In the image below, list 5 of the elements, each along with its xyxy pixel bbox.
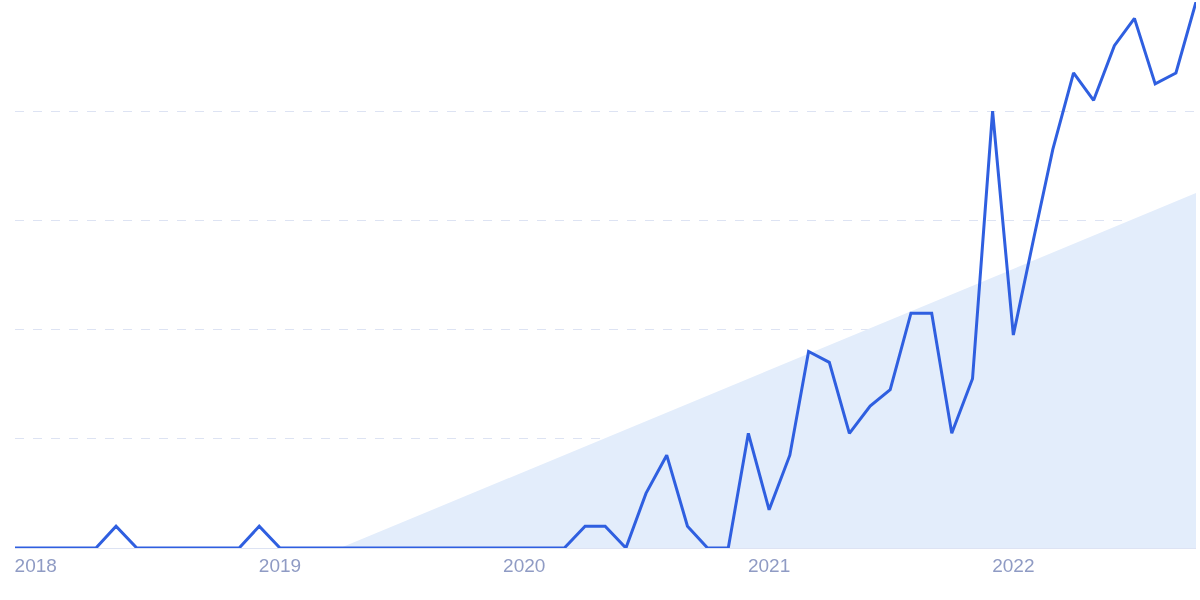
x-tick-label: 2019 <box>258 554 302 576</box>
x-tick-label: 2021 <box>747 554 791 576</box>
x-tick-label: 2022 <box>992 554 1035 576</box>
x-tick-label: 2018 <box>14 554 57 576</box>
x-tick-label: 2020 <box>503 554 546 576</box>
